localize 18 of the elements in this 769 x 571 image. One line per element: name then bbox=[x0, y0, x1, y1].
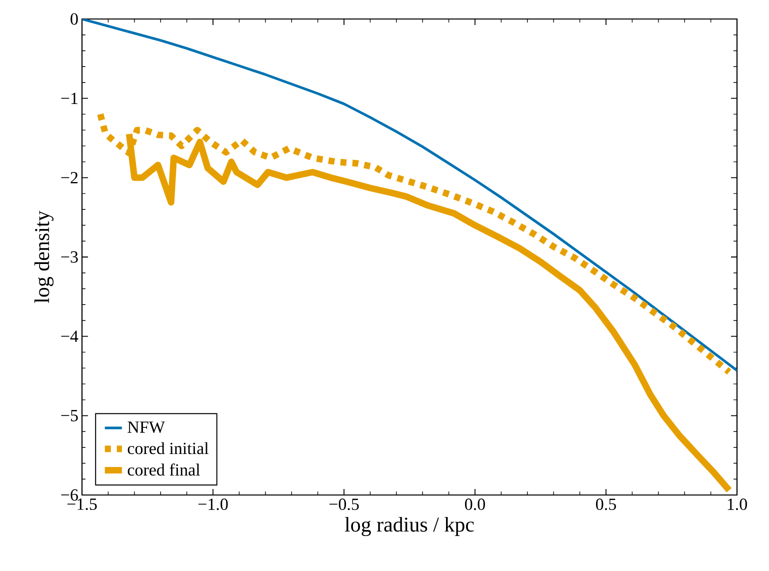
y-tick-label: −6 bbox=[61, 489, 78, 501]
y-tick-label: −1 bbox=[61, 92, 78, 104]
legend-label: cored initial bbox=[128, 442, 209, 454]
x-tick-label: −1.5 bbox=[67, 498, 97, 510]
legend-label: cored final bbox=[128, 464, 200, 476]
y-tick-label: −2 bbox=[61, 172, 78, 184]
x-tick-label: −0.5 bbox=[329, 498, 359, 510]
y-tick-label: −4 bbox=[61, 330, 78, 342]
y-axis-title: log density bbox=[34, 210, 54, 303]
legend-label: NFW bbox=[128, 422, 165, 433]
x-tick-label: −1.0 bbox=[198, 498, 228, 510]
x-tick-label: 0.5 bbox=[596, 498, 616, 510]
y-tick-label: −3 bbox=[61, 251, 78, 263]
x-tick-label: 1.0 bbox=[728, 498, 747, 510]
y-tick-label: 0 bbox=[70, 13, 78, 25]
x-axis-title: log radius / kpc bbox=[344, 516, 474, 536]
x-tick-label: 0.0 bbox=[465, 498, 485, 510]
y-tick-label: −5 bbox=[61, 410, 78, 422]
